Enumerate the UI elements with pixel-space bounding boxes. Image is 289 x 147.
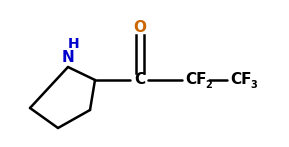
- Text: 2: 2: [205, 80, 212, 90]
- Text: 3: 3: [250, 80, 257, 90]
- Text: CF: CF: [230, 72, 251, 87]
- Text: C: C: [134, 72, 146, 87]
- Text: H: H: [68, 37, 80, 51]
- Text: N: N: [62, 50, 74, 65]
- Text: O: O: [134, 20, 147, 35]
- Text: CF: CF: [185, 72, 207, 87]
